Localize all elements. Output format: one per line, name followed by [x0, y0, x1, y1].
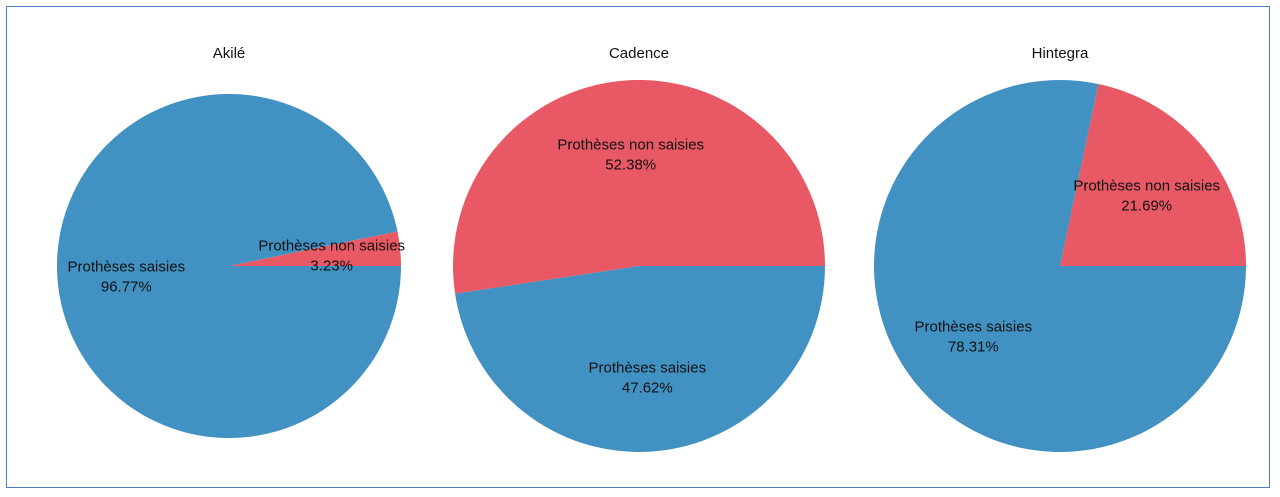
slice-percentage: 52.38% [605, 157, 656, 174]
pie-slice-saisies [57, 93, 402, 438]
pie-chart-1: Cadence Prothèses non saisies 52.38% Prothè… [453, 45, 825, 452]
slice-label: Prothèses non saisies [258, 238, 405, 255]
slice-label: Prothèses non saisies [1073, 178, 1220, 195]
slice-percentage: 96.77% [101, 279, 152, 296]
pie-chart-0: Akilé Prothèses non saisies 3.23% Prothèses… [57, 45, 405, 438]
pie-title: Hintegra [1032, 45, 1089, 62]
slice-label: Prothèses saisies [589, 359, 707, 376]
slice-percentage: 78.31% [948, 338, 999, 355]
slice-percentage: 47.62% [622, 379, 673, 396]
slice-percentage: 3.23% [310, 258, 353, 275]
pie-slice-saisies [455, 266, 825, 452]
pie-slice-non-saisies [229, 231, 401, 266]
pie-chart-2: Hintegra Prothèses non saisies 21.69% Proth… [874, 45, 1246, 453]
slice-label: Prothèses non saisies [557, 137, 704, 154]
pie-slice-saisies [874, 80, 1246, 453]
pie-slice-non-saisies [1060, 84, 1246, 266]
pie-slice-non-saisies [453, 79, 825, 294]
slice-label: Prothèses saisies [68, 259, 186, 276]
slice-label: Prothèses saisies [915, 318, 1033, 335]
slice-percentage: 21.69% [1121, 198, 1172, 215]
pie-title: Cadence [609, 45, 669, 62]
pie-title: Akilé [213, 45, 246, 62]
